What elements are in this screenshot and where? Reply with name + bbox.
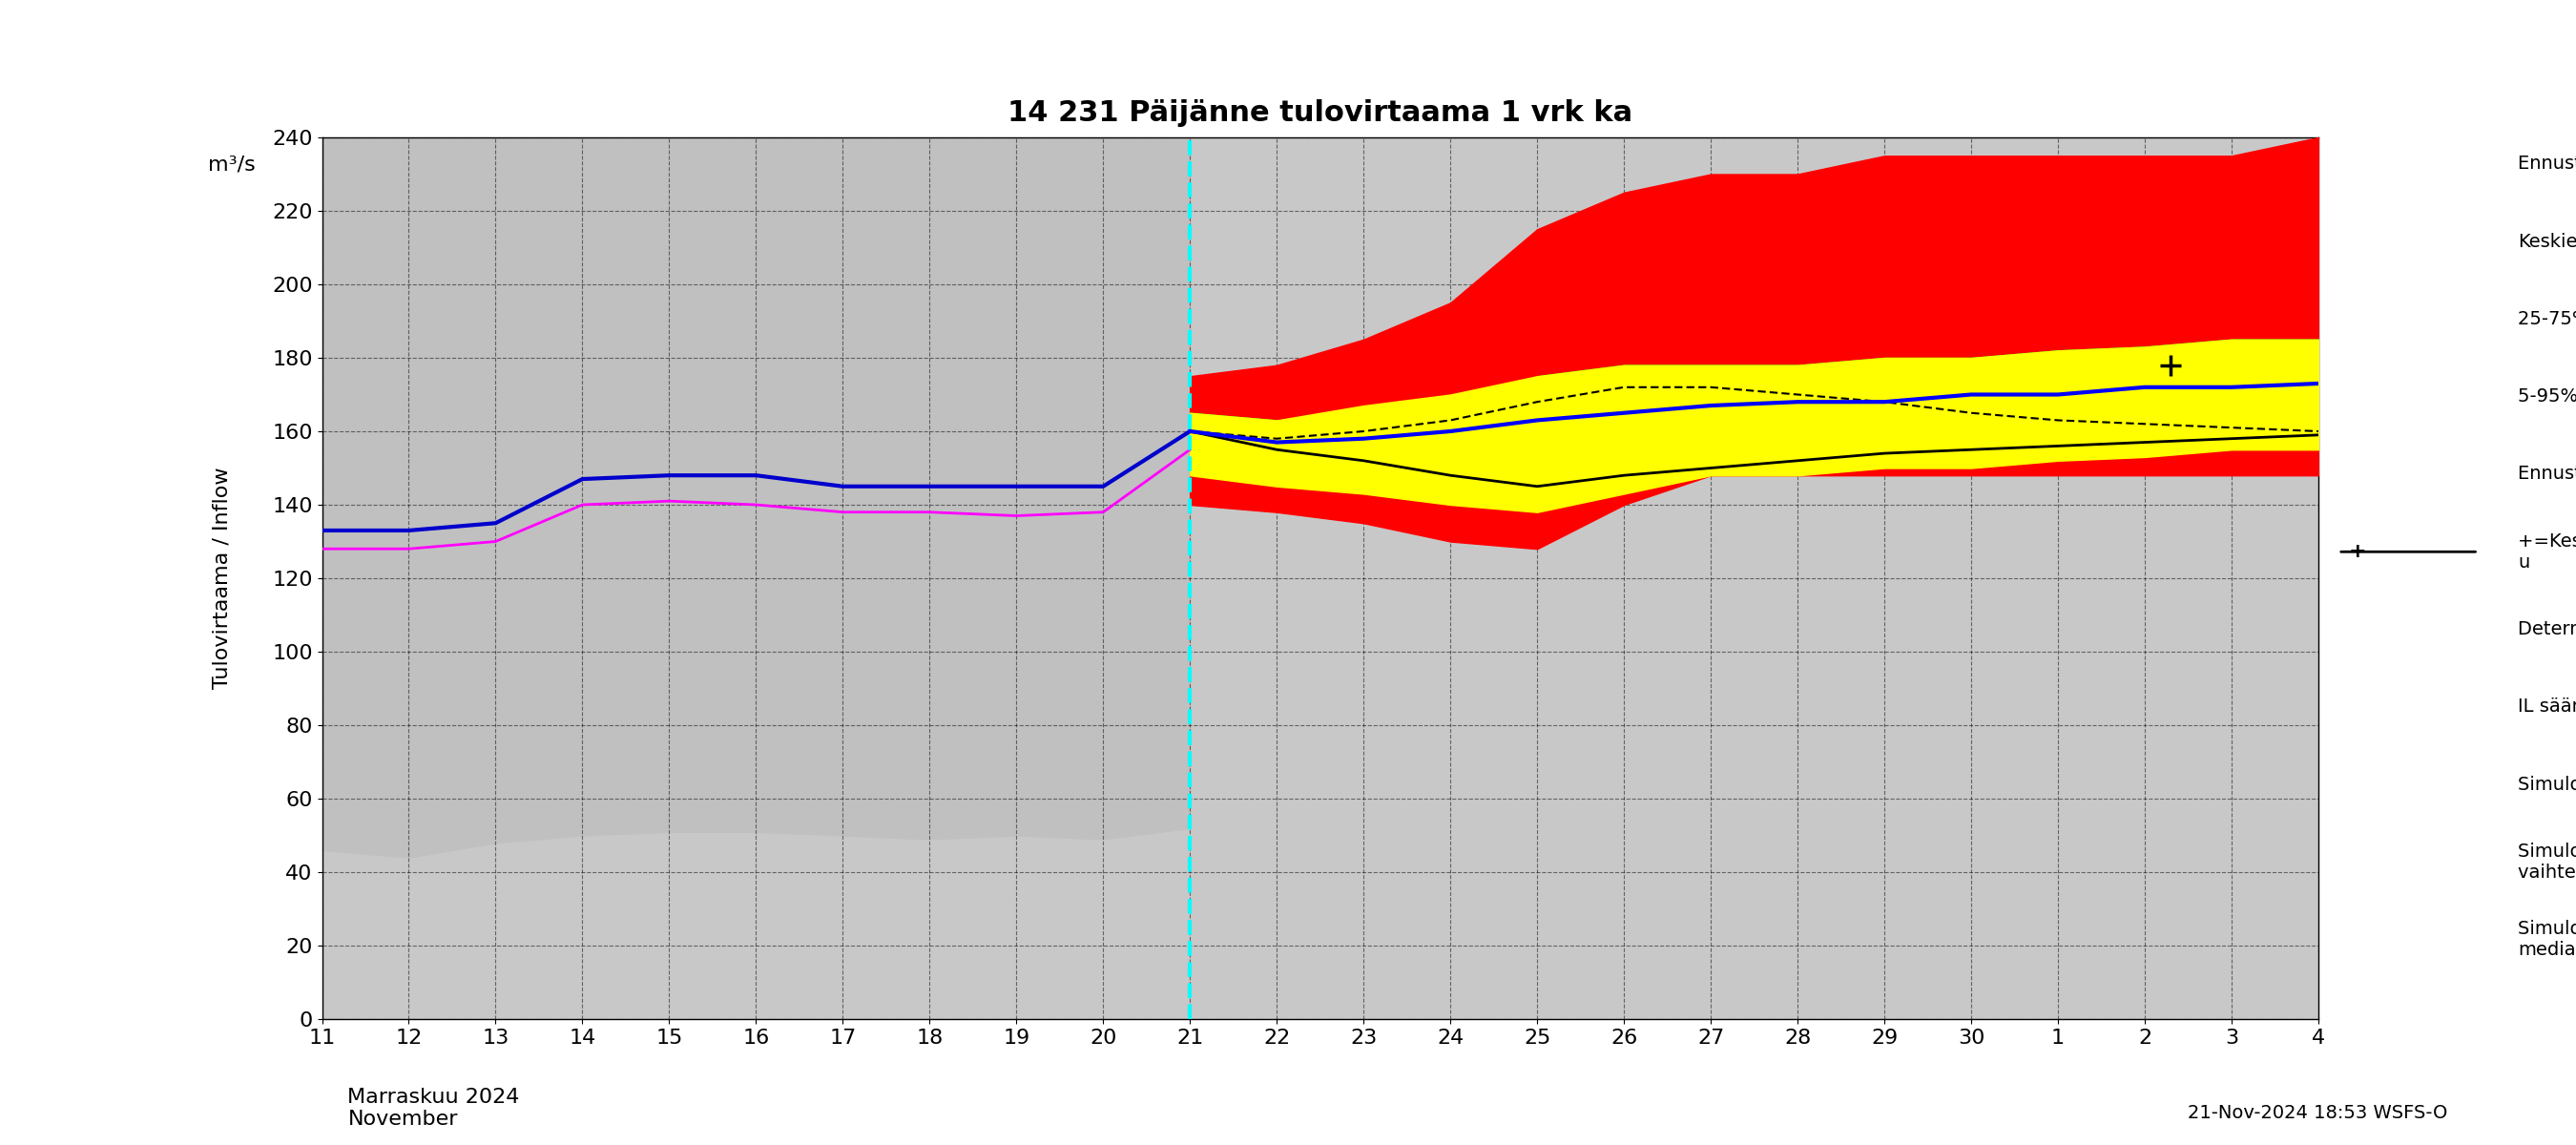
Text: +: + bbox=[2349, 543, 2367, 561]
Text: Simuloitujen arvojen
vaihteluväli 1962-2023: Simuloitujen arvojen vaihteluväli 1962-2… bbox=[2517, 843, 2576, 882]
Text: Simuloitu historia: Simuloitu historia bbox=[2517, 775, 2576, 793]
Title: 14 231 Päijänne tulovirtaama 1 vrk ka: 14 231 Päijänne tulovirtaama 1 vrk ka bbox=[1007, 100, 1633, 127]
Text: Deterministinen ennuste: Deterministinen ennuste bbox=[2517, 621, 2576, 639]
Text: Simuloitujen arvojen
mediaani: Simuloitujen arvojen mediaani bbox=[2517, 921, 2576, 960]
Text: Keskiennuste: Keskiennuste bbox=[2517, 232, 2576, 251]
Text: IL säännust.perustuva: IL säännust.perustuva bbox=[2517, 698, 2576, 716]
Text: Ennusteen alku: Ennusteen alku bbox=[2517, 155, 2576, 173]
Text: Tulovirtaama / Inflow: Tulovirtaama / Inflow bbox=[214, 467, 232, 689]
Text: 21-Nov-2024 18:53 WSFS-O: 21-Nov-2024 18:53 WSFS-O bbox=[2187, 1104, 2447, 1122]
Text: +=Keskimääräinen huippu
u: +=Keskimääräinen huippu u bbox=[2517, 532, 2576, 571]
Text: m³/s: m³/s bbox=[209, 155, 255, 174]
Text: Ennusteen vaihteluväli: Ennusteen vaihteluväli bbox=[2517, 465, 2576, 483]
Text: 25-75% Vaihteluväli: 25-75% Vaihteluväli bbox=[2517, 310, 2576, 329]
Text: 5-95% Vaihteluväli: 5-95% Vaihteluväli bbox=[2517, 387, 2576, 405]
Text: Marraskuu 2024
November: Marraskuu 2024 November bbox=[348, 1088, 520, 1129]
